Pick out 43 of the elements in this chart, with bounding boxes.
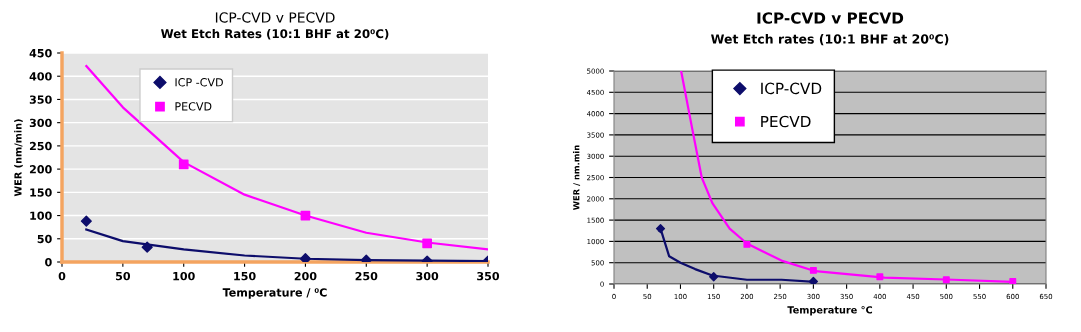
x-tick-label: 300 — [416, 271, 439, 281]
y-tick-label: 200 — [29, 165, 52, 174]
chart-subtitle: Wet Etch rates (10:1 BHF at 20⁰C) — [711, 34, 949, 46]
point — [808, 276, 819, 284]
point — [709, 272, 719, 282]
point — [942, 276, 950, 284]
point — [743, 240, 751, 248]
point — [141, 241, 153, 253]
chart-title: ICP-CVD v PECVD — [215, 12, 335, 23]
y-tick-label: 450 — [29, 48, 52, 58]
x-tick-label: 0 — [58, 271, 66, 281]
line-series — [85, 64, 488, 251]
x-tick-label: 200 — [294, 271, 317, 281]
x-tick-label: 150 — [234, 271, 256, 281]
y-tick-label: 350 — [29, 95, 52, 104]
y-tick-label: 50 — [37, 234, 52, 244]
x-tick-label: 100 — [173, 271, 195, 281]
point — [1009, 277, 1017, 284]
y-axis-title: WER (nm/min) — [14, 119, 23, 197]
chart-subtitle: Wet Etch Rates (10:1 BHF at 20⁰C) — [161, 29, 389, 40]
point — [655, 223, 666, 234]
y-tick-label: 150 — [30, 188, 52, 197]
point — [178, 159, 189, 170]
x-tick-label: 250 — [355, 271, 378, 281]
x-tick-label: 350 — [477, 271, 500, 281]
y-tick-label: 300 — [29, 118, 52, 128]
y-tick-label: 100 — [30, 211, 52, 220]
point — [809, 266, 817, 274]
y-tick-label: 250 — [29, 141, 52, 151]
legend-label: ICP -CVD — [175, 78, 223, 87]
x-tick-label: 50 — [115, 271, 131, 281]
x-axis-title: Temperature / ⁰C — [222, 288, 327, 299]
legend-label: PECVD — [761, 115, 811, 128]
y-axis-title: WER / nm.min — [572, 145, 581, 210]
point — [876, 273, 884, 281]
point — [422, 238, 433, 249]
y-tick-label: 0 — [45, 257, 52, 267]
y-tick-label: 400 — [29, 72, 52, 81]
x-axis-title: Temperature °C — [787, 306, 873, 316]
legend-label: ICP-CVD — [761, 82, 822, 95]
point — [80, 215, 92, 227]
legend-label: PECVD — [175, 102, 212, 111]
chart-title: ICP-CVD v PECVD — [757, 12, 904, 24]
